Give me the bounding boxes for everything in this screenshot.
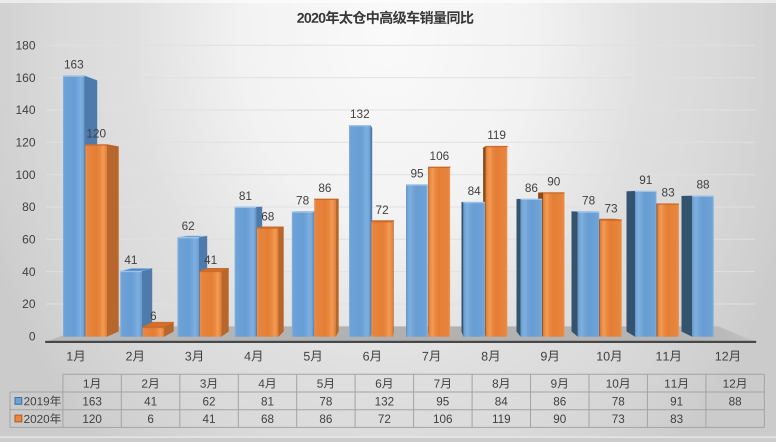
svg-text:95: 95	[410, 166, 424, 180]
svg-text:132: 132	[375, 395, 395, 408]
svg-text:119: 119	[492, 413, 511, 426]
svg-text:20: 20	[22, 297, 36, 311]
svg-text:90: 90	[553, 413, 567, 426]
svg-text:91: 91	[639, 173, 652, 187]
svg-text:88: 88	[696, 178, 710, 192]
svg-text:100: 100	[15, 168, 35, 182]
svg-text:73: 73	[612, 413, 625, 426]
svg-text:106: 106	[433, 413, 453, 426]
svg-text:120: 120	[82, 413, 102, 426]
svg-text:81: 81	[239, 189, 252, 203]
svg-text:62: 62	[182, 219, 195, 233]
svg-text:120: 120	[15, 136, 35, 150]
svg-text:84: 84	[495, 395, 509, 408]
svg-text:41: 41	[144, 395, 157, 408]
svg-text:120: 120	[86, 126, 106, 140]
svg-text:88: 88	[729, 395, 742, 408]
svg-text:78: 78	[582, 194, 596, 208]
svg-text:68: 68	[261, 210, 275, 224]
svg-text:60: 60	[22, 233, 36, 247]
svg-text:86: 86	[318, 181, 332, 195]
svg-text:0: 0	[29, 330, 36, 344]
svg-text:119: 119	[487, 128, 506, 142]
svg-text:83: 83	[662, 186, 676, 200]
svg-text:72: 72	[378, 413, 391, 426]
svg-text:163: 163	[64, 58, 84, 72]
svg-text:78: 78	[612, 395, 625, 408]
svg-text:91: 91	[670, 395, 683, 408]
svg-text:86: 86	[553, 395, 566, 408]
svg-text:90: 90	[547, 174, 561, 188]
svg-text:40: 40	[22, 265, 36, 279]
svg-text:62: 62	[202, 395, 215, 408]
svg-text:95: 95	[436, 395, 450, 408]
svg-text:86: 86	[319, 413, 332, 426]
svg-text:78: 78	[296, 194, 310, 208]
svg-text:41: 41	[204, 253, 217, 267]
svg-text:132: 132	[350, 107, 370, 121]
svg-text:68: 68	[261, 413, 274, 426]
svg-text:6: 6	[150, 309, 157, 323]
svg-text:106: 106	[430, 149, 450, 163]
svg-text:180: 180	[15, 39, 35, 53]
svg-text:41: 41	[124, 253, 137, 267]
svg-text:83: 83	[670, 413, 683, 426]
svg-text:81: 81	[261, 395, 274, 408]
svg-text:160: 160	[15, 71, 35, 85]
svg-text:41: 41	[202, 413, 215, 426]
svg-text:140: 140	[15, 103, 35, 117]
svg-text:72: 72	[376, 203, 389, 217]
svg-text:163: 163	[82, 395, 102, 408]
svg-text:6: 6	[147, 413, 154, 426]
svg-text:80: 80	[22, 200, 36, 214]
svg-text:86: 86	[525, 181, 539, 195]
svg-text:73: 73	[604, 202, 618, 216]
svg-text:84: 84	[468, 184, 482, 198]
svg-text:78: 78	[319, 395, 332, 408]
